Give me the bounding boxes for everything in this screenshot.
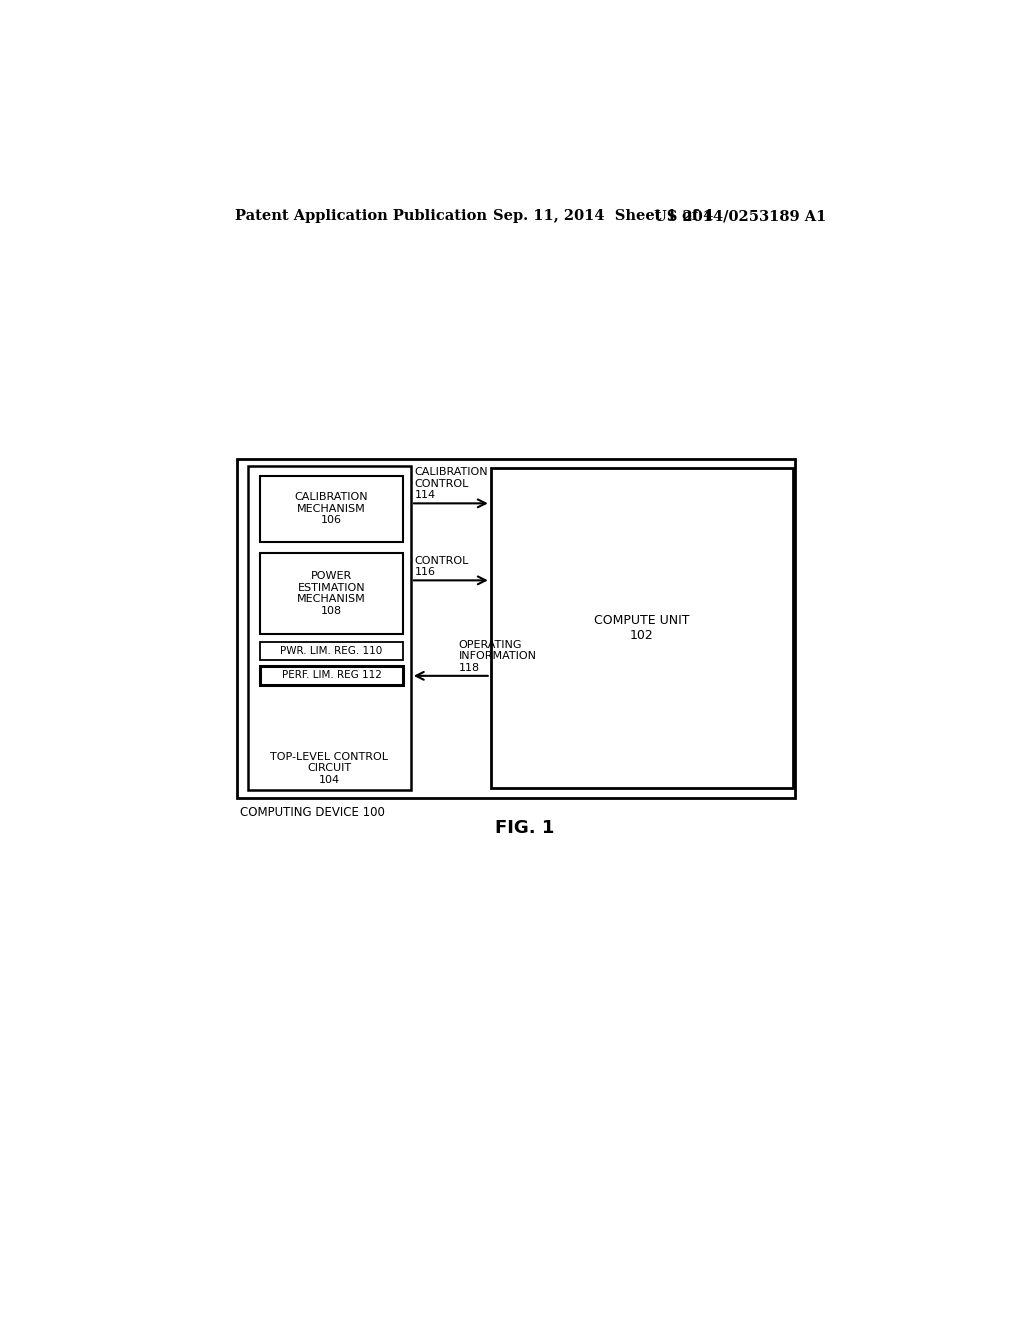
FancyBboxPatch shape (260, 642, 403, 660)
FancyBboxPatch shape (248, 466, 411, 789)
Text: US 2014/0253189 A1: US 2014/0253189 A1 (654, 210, 826, 223)
Text: PWR. LIM. REG. 110: PWR. LIM. REG. 110 (281, 647, 383, 656)
Text: COMPUTE UNIT
102: COMPUTE UNIT 102 (594, 614, 689, 642)
FancyBboxPatch shape (260, 475, 403, 543)
Text: Sep. 11, 2014  Sheet 1 of 4: Sep. 11, 2014 Sheet 1 of 4 (494, 210, 714, 223)
Text: PERF. LIM. REG 112: PERF. LIM. REG 112 (282, 671, 381, 680)
Text: CALIBRATION
MECHANISM
106: CALIBRATION MECHANISM 106 (295, 492, 369, 525)
FancyBboxPatch shape (490, 469, 793, 788)
Text: POWER
ESTIMATION
MECHANISM
108: POWER ESTIMATION MECHANISM 108 (297, 572, 366, 616)
Text: COMPUTING DEVICE 100: COMPUTING DEVICE 100 (241, 805, 385, 818)
Text: CONTROL
116: CONTROL 116 (415, 556, 469, 577)
Text: Patent Application Publication: Patent Application Publication (236, 210, 487, 223)
Text: CALIBRATION
CONTROL
114: CALIBRATION CONTROL 114 (415, 467, 488, 500)
Text: FIG. 1: FIG. 1 (496, 820, 554, 837)
FancyBboxPatch shape (260, 665, 403, 685)
FancyBboxPatch shape (260, 553, 403, 635)
FancyBboxPatch shape (237, 459, 795, 797)
Text: OPERATING
INFORMATION
118: OPERATING INFORMATION 118 (459, 640, 537, 673)
Text: TOP-LEVEL CONTROL
CIRCUIT
104: TOP-LEVEL CONTROL CIRCUIT 104 (270, 751, 388, 784)
